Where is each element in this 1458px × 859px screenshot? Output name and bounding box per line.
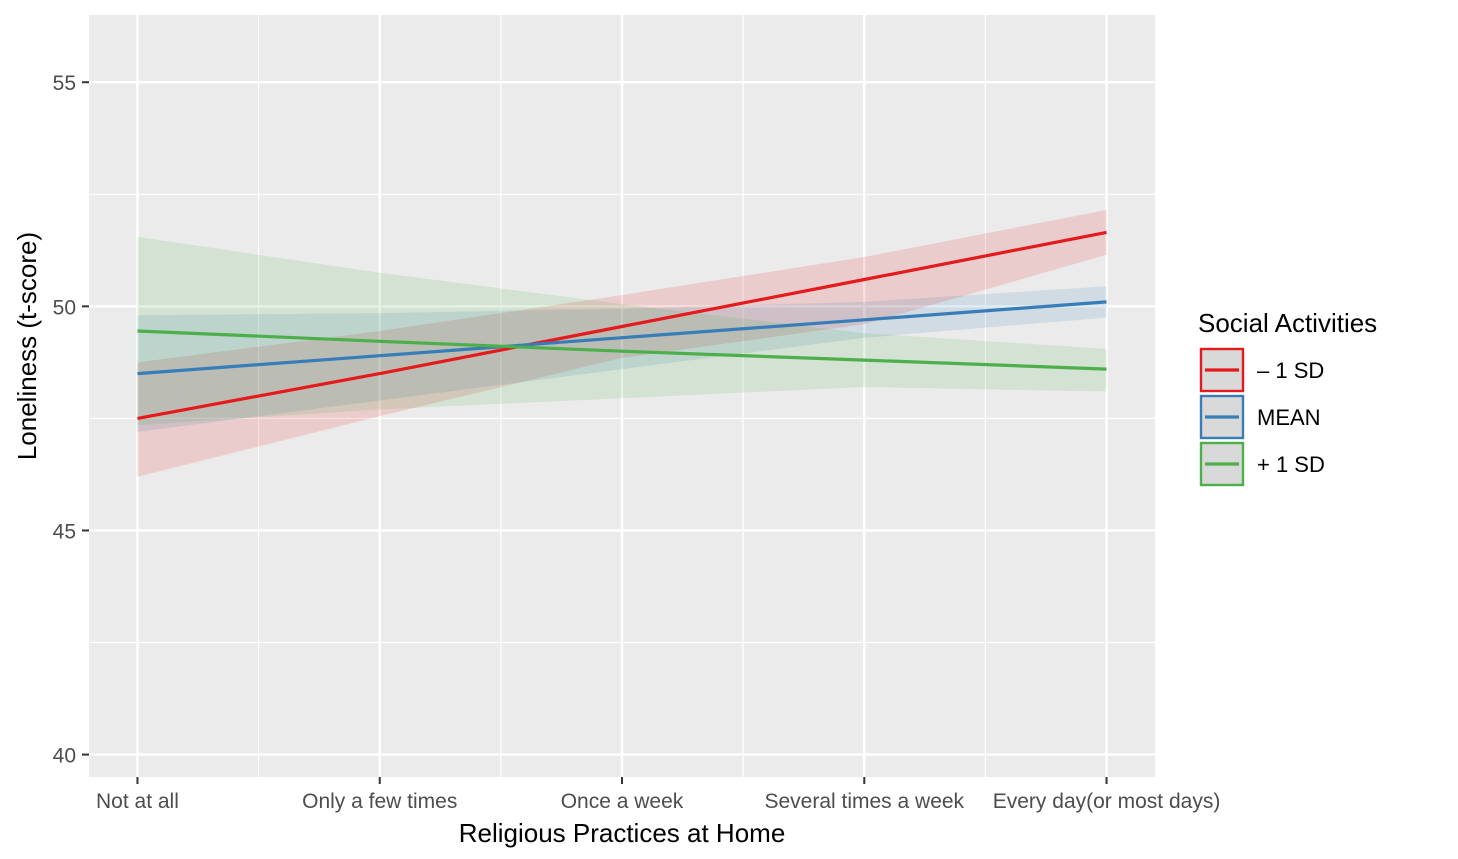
y-tick-label: 40 (53, 745, 76, 768)
x-axis: Not at all Only a few times Once a week Sev… (96, 777, 1220, 813)
x-tick-label: Not at all (96, 790, 179, 813)
major-gridlines (89, 15, 1155, 777)
confidence-ribbons (137, 210, 1107, 477)
legend: Social Activities – 1 SD MEAN + 1 SD (1198, 308, 1377, 487)
series-line (137, 329, 1107, 371)
legend-label: + 1 SD (1257, 452, 1325, 477)
x-tick-label: Only a few times (302, 790, 457, 813)
y-tick-label: 45 (53, 520, 76, 543)
series-line (137, 300, 1107, 376)
series-lines (137, 230, 1107, 420)
y-axis: 40 45 50 55 (53, 72, 89, 768)
y-axis-title: Loneliness (t-score) (12, 232, 42, 460)
confidence-ribbon (137, 210, 1107, 477)
confidence-ribbon (137, 236, 1107, 426)
confidence-ribbon (137, 286, 1107, 432)
x-tick-label: Every day(or most days) (993, 790, 1221, 813)
x-tick-label: Several times a week (764, 790, 964, 813)
y-tick-label: 50 (53, 296, 76, 319)
legend-label: MEAN (1257, 405, 1321, 430)
legend-title: Social Activities (1198, 308, 1377, 338)
legend-label: – 1 SD (1257, 358, 1324, 383)
x-tick-label: Once a week (561, 790, 684, 813)
x-axis-title: Religious Practices at Home (459, 818, 786, 848)
y-tick-label: 55 (53, 72, 76, 95)
series-line (137, 230, 1107, 420)
